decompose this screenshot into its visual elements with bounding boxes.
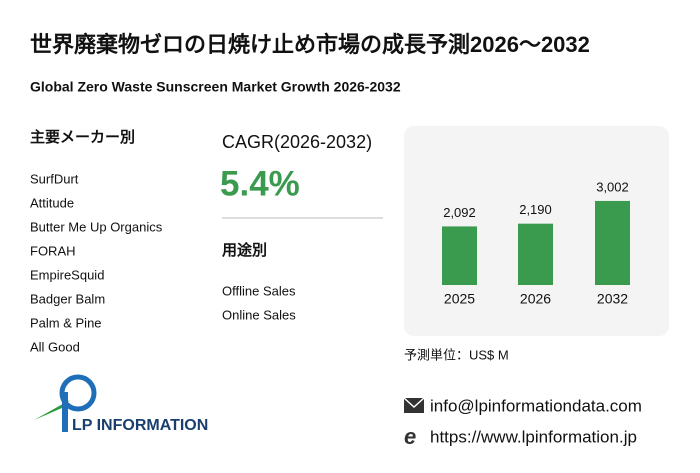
unit-label: 予測単位：US$ M xyxy=(404,347,509,362)
application: Online Sales xyxy=(222,307,296,322)
logo: LP INFORMATION xyxy=(34,374,208,434)
email: info@lpinformationdata.com xyxy=(430,396,642,415)
x-tick-label: 2032 xyxy=(597,291,628,307)
cagr-label: CAGR(2026-2032) xyxy=(222,132,372,152)
url: https://www.lpinformation.jp xyxy=(430,427,637,446)
manufacturer: Badger Balm xyxy=(30,291,105,306)
x-tick-label: 2025 xyxy=(444,291,475,307)
subtitle: Global Zero Waste Sunscreen Market Growt… xyxy=(30,79,401,95)
manufacturer: EmpireSquid xyxy=(30,267,104,282)
title: 世界廃棄物ゼロの日焼け止め市場の成長予測2026～2032 xyxy=(30,32,590,57)
bar xyxy=(518,223,553,285)
manufacturer: Palm & Pine xyxy=(30,315,102,330)
application-list: Offline Sales Online Sales xyxy=(222,283,296,322)
email-icon xyxy=(403,397,425,413)
manufacturer-list: SurfDurt Attitude Butter Me Up Organics FOR… xyxy=(30,171,163,354)
manufacturer: SurfDurt xyxy=(30,171,79,186)
web-icon: e xyxy=(404,424,416,449)
logo-text: LP INFORMATION xyxy=(72,417,208,434)
value-label: 2,190 xyxy=(519,202,552,217)
manufacturer: All Good xyxy=(30,339,80,354)
bar xyxy=(442,226,477,285)
value-label: 2,092 xyxy=(443,205,476,220)
manufacturer: Butter Me Up Organics xyxy=(30,219,163,234)
manufacturer: Attitude xyxy=(30,195,74,210)
cagr-value: 5.4% xyxy=(220,164,300,203)
manufacturers-heading: 主要メーカー別 xyxy=(30,128,135,146)
x-tick-label: 2026 xyxy=(520,291,551,307)
bar-chart: 2,092 2025 2,190 2026 3,002 2032 xyxy=(442,179,630,307)
bar xyxy=(595,200,630,285)
application: Offline Sales xyxy=(222,283,296,298)
value-label: 3,002 xyxy=(596,179,629,194)
applications-heading: 用途別 xyxy=(222,241,267,259)
manufacturer: FORAH xyxy=(30,243,76,258)
